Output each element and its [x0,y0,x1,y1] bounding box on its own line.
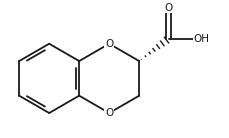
Text: O: O [105,39,113,49]
Text: O: O [164,3,172,13]
Text: O: O [105,108,113,118]
Text: OH: OH [193,34,209,44]
